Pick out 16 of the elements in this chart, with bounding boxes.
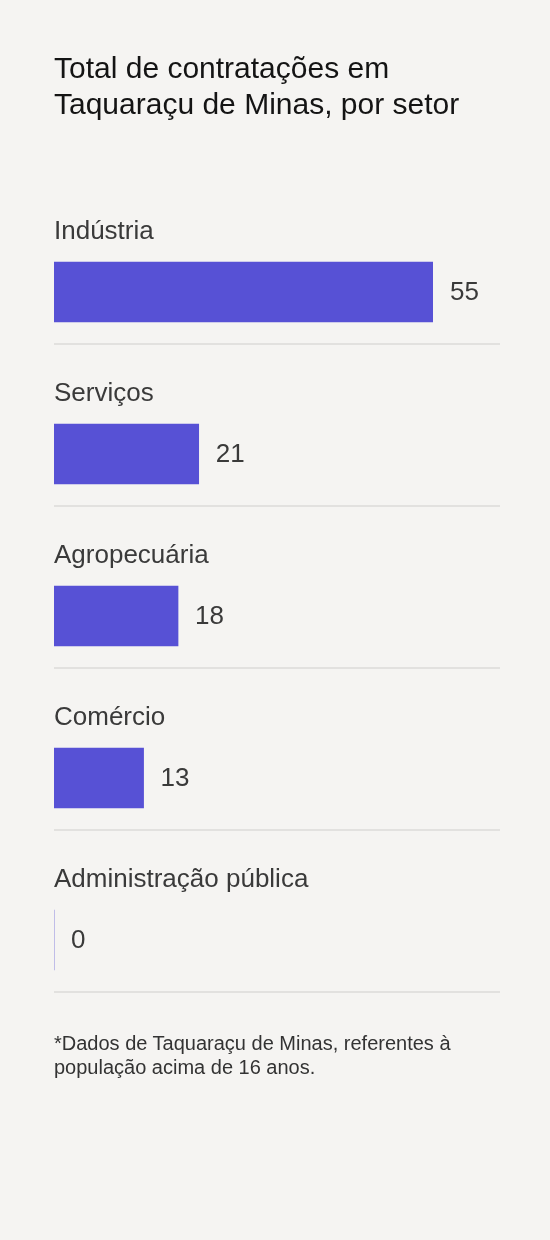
- y-tick-label: Comércio: [54, 701, 166, 731]
- bar: [54, 585, 179, 647]
- y-tick-label: Administração pública: [54, 863, 309, 893]
- y-tick-label: Serviços: [54, 377, 154, 407]
- bar: [54, 261, 433, 323]
- y-tick-label: Indústria: [54, 215, 155, 245]
- bar: [54, 747, 144, 809]
- data-label: 21: [215, 438, 245, 469]
- y-tick-label: Agropecuária: [54, 539, 210, 569]
- data-label: 13: [160, 762, 190, 793]
- data-label: 0: [71, 924, 86, 955]
- bar: [54, 423, 200, 485]
- text: *Dados de Taquaraçu de Minas, referentes à população acima de 16 anos.: [54, 1031, 452, 1079]
- data-label: 18: [195, 600, 224, 631]
- data-label: 55: [450, 276, 479, 307]
- chart-title: Total de contratações em Taquaraçu de Minas, por setor: [54, 50, 461, 122]
